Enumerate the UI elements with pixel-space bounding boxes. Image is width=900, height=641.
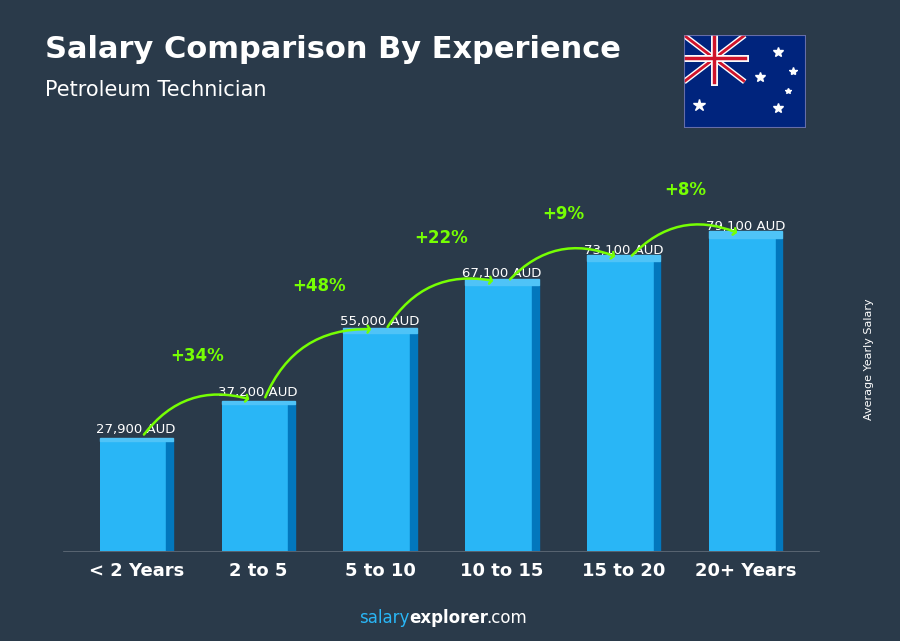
Bar xyxy=(532,285,538,551)
Text: 37,200 AUD: 37,200 AUD xyxy=(219,386,298,399)
Bar xyxy=(288,404,294,551)
Bar xyxy=(221,404,294,551)
Text: Salary Comparison By Experience: Salary Comparison By Experience xyxy=(45,35,621,64)
Bar xyxy=(654,262,661,551)
Bar xyxy=(709,238,782,551)
Bar xyxy=(344,328,417,333)
Text: +34%: +34% xyxy=(170,347,224,365)
Text: Average Yearly Salary: Average Yearly Salary xyxy=(863,298,874,420)
Text: +48%: +48% xyxy=(292,277,346,295)
Text: 67,100 AUD: 67,100 AUD xyxy=(463,267,542,281)
Bar xyxy=(100,440,173,551)
Bar xyxy=(465,285,538,551)
Text: Petroleum Technician: Petroleum Technician xyxy=(45,80,266,100)
Bar xyxy=(588,255,661,262)
Text: 55,000 AUD: 55,000 AUD xyxy=(340,315,419,328)
Text: salary: salary xyxy=(359,609,410,627)
Text: +8%: +8% xyxy=(664,181,706,199)
Text: 27,900 AUD: 27,900 AUD xyxy=(96,423,176,436)
Bar xyxy=(100,438,173,440)
Bar xyxy=(410,333,417,551)
Text: +9%: +9% xyxy=(542,205,584,223)
Bar xyxy=(166,440,173,551)
Bar xyxy=(465,279,538,285)
Bar xyxy=(709,231,782,238)
Bar xyxy=(588,262,661,551)
Text: 73,100 AUD: 73,100 AUD xyxy=(584,244,663,256)
Text: explorer: explorer xyxy=(410,609,489,627)
Bar xyxy=(776,238,782,551)
Bar xyxy=(221,401,294,404)
Bar xyxy=(344,333,417,551)
Text: +22%: +22% xyxy=(414,229,468,247)
Text: .com: .com xyxy=(486,609,526,627)
Text: 79,100 AUD: 79,100 AUD xyxy=(706,220,786,233)
